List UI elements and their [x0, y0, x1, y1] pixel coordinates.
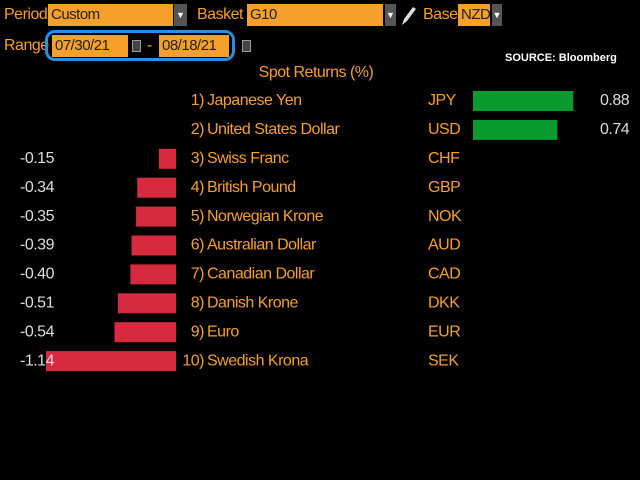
- calendar-icon[interactable]: [242, 40, 251, 52]
- currency-name: British Pound: [207, 179, 296, 196]
- bar: [46, 351, 176, 372]
- currency-name: Danish Krone: [207, 295, 299, 312]
- value-label: -0.51: [20, 295, 55, 312]
- value-label: -0.35: [20, 208, 55, 225]
- period-dropdown[interactable]: Custom: [48, 4, 173, 26]
- dropdown-arrow[interactable]: ▼: [385, 4, 396, 26]
- currency-name: Norwegian Krone: [207, 208, 324, 225]
- currency-code: CHF: [428, 150, 460, 167]
- value-label: -0.54: [20, 323, 55, 340]
- value-label: 0.88: [600, 92, 630, 109]
- currency-name: United States Dollar: [207, 121, 340, 138]
- base-dropdown[interactable]: NZD: [458, 4, 491, 26]
- value-label: -0.34: [20, 179, 55, 196]
- currency-name: Swiss Franc: [207, 150, 289, 167]
- bar: [137, 177, 176, 198]
- rank: 8): [191, 295, 204, 312]
- bar: [114, 322, 176, 343]
- rank: 4): [191, 179, 204, 196]
- value-label: 0.74: [600, 121, 630, 138]
- currency-name: Canadian Dollar: [207, 266, 315, 283]
- bar: [473, 119, 558, 140]
- bar: [131, 235, 176, 256]
- base-label: Base: [423, 6, 458, 23]
- basket-dropdown[interactable]: G10: [247, 4, 383, 26]
- value-label: -0.40: [20, 266, 55, 283]
- rank: 2): [191, 121, 204, 138]
- rank: 7): [191, 266, 204, 283]
- basket-label: Basket: [197, 6, 243, 23]
- currency-code: JPY: [428, 92, 457, 109]
- currency-name: Australian Dollar: [207, 237, 317, 254]
- bar: [473, 91, 574, 111]
- value-label: -0.39: [20, 237, 55, 254]
- bar: [117, 293, 176, 314]
- currency-code: DKK: [428, 295, 460, 312]
- period-label: Period: [4, 6, 48, 23]
- currency-code: GBP: [428, 179, 460, 196]
- currency-name: Euro: [207, 323, 239, 340]
- start-date[interactable]: 07/30/21: [52, 35, 128, 57]
- rank: 3): [191, 150, 204, 167]
- chart-title: Spot Returns (%): [259, 64, 374, 81]
- value-label: -1.14: [20, 352, 55, 369]
- date-separator: -: [147, 37, 152, 54]
- rank: 5): [191, 208, 204, 225]
- rank: 9): [191, 323, 204, 340]
- currency-code: CAD: [428, 266, 460, 283]
- currency-name: Japanese Yen: [207, 92, 302, 109]
- currency-code: EUR: [428, 323, 460, 340]
- end-date[interactable]: 08/18/21: [159, 35, 229, 57]
- range-label: Range: [4, 37, 49, 54]
- bar: [158, 148, 176, 169]
- currency-code: SEK: [428, 352, 459, 369]
- calendar-icon[interactable]: [132, 40, 141, 52]
- bar: [136, 206, 176, 227]
- currency-code: NOK: [428, 208, 462, 225]
- bar: [130, 264, 176, 285]
- source-note: SOURCE: Bloomberg: [505, 52, 617, 64]
- rank: 6): [191, 237, 204, 254]
- currency-code: AUD: [428, 237, 460, 254]
- focus-ring: [45, 30, 235, 61]
- currency-name: Swedish Krona: [207, 352, 309, 369]
- dropdown-arrow[interactable]: ▼: [492, 4, 502, 26]
- dropdown-arrow[interactable]: ▼: [174, 4, 187, 26]
- currency-code: USD: [428, 121, 460, 138]
- rank: 1): [191, 92, 204, 109]
- rank: 10): [182, 352, 204, 369]
- value-label: -0.15: [20, 150, 55, 167]
